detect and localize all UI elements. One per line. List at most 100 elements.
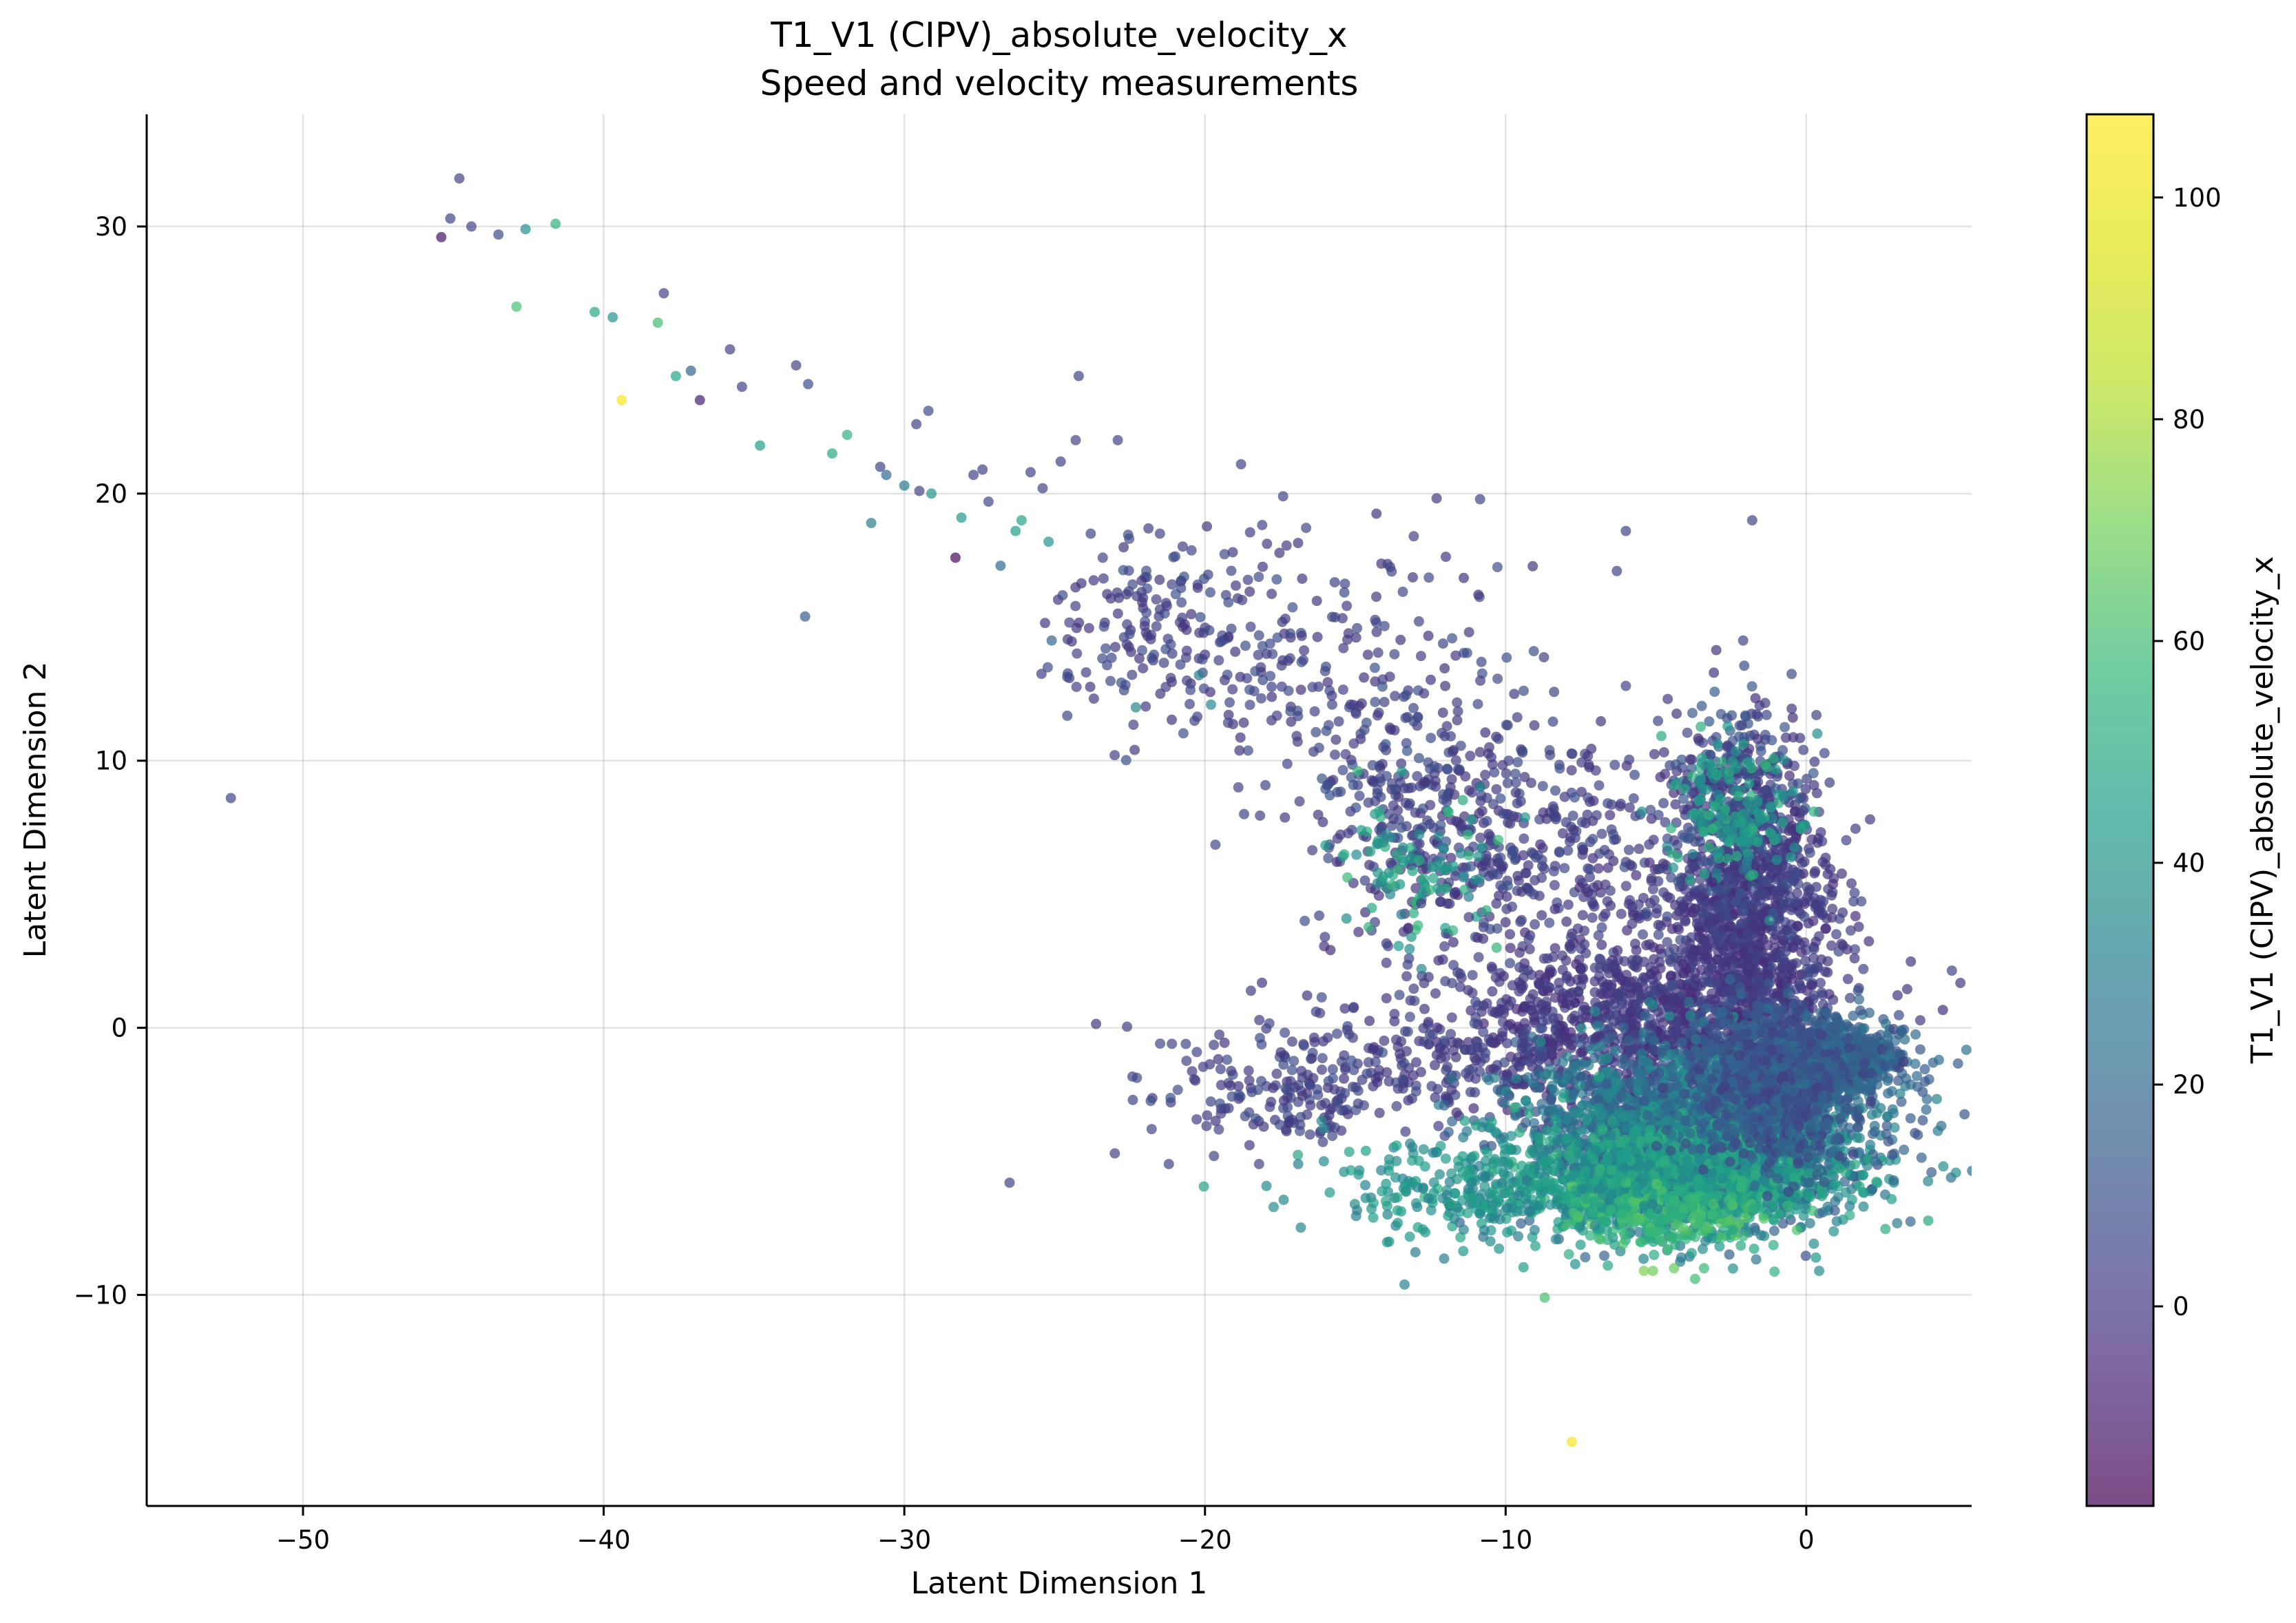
- scatter-point: [1704, 810, 1714, 820]
- scatter-point: [1278, 1060, 1288, 1070]
- scatter-point: [1280, 614, 1291, 624]
- scatter-point: [1350, 707, 1361, 718]
- scatter-point: [1293, 538, 1303, 548]
- scatter-point: [1559, 863, 1569, 873]
- scatter-point: [1653, 715, 1663, 726]
- scatter-point: [1450, 651, 1461, 661]
- scatter-point: [1385, 722, 1395, 733]
- scatter-point: [1554, 985, 1565, 995]
- scatter-point: [1534, 979, 1545, 989]
- scatter-point: [1537, 861, 1547, 871]
- scatter-point: [1064, 618, 1074, 628]
- scatter-point: [1141, 607, 1151, 618]
- scatter-point: [1587, 834, 1598, 844]
- scatter-point: [1325, 1104, 1335, 1115]
- scatter-point: [1377, 682, 1388, 692]
- scatter-point: [1788, 786, 1798, 797]
- scatter-point: [1244, 1076, 1255, 1086]
- scatter-point: [1434, 830, 1444, 841]
- scatter-point: [1769, 934, 1780, 944]
- scatter-point: [1282, 759, 1293, 769]
- scatter-point: [1266, 692, 1277, 702]
- scatter-point: [1563, 899, 1574, 910]
- scatter-point: [1629, 770, 1640, 780]
- scatter-point: [1405, 798, 1415, 808]
- scatter-point: [1408, 983, 1419, 994]
- scatter-point: [1511, 787, 1521, 797]
- scatter-point: [1616, 998, 1627, 1009]
- scatter-point: [1628, 910, 1638, 920]
- scatter-point: [1340, 1064, 1350, 1074]
- scatter-point: [1514, 986, 1524, 996]
- scatter-point: [1244, 1140, 1255, 1151]
- scatter-point: [1713, 899, 1724, 909]
- scatter-point: [1536, 872, 1547, 883]
- scatter-point: [1339, 587, 1350, 598]
- scatter-point: [1339, 1050, 1349, 1060]
- scatter-point: [1240, 640, 1251, 651]
- scatter-point: [1691, 956, 1701, 966]
- scatter-point: [1165, 1093, 1176, 1103]
- scatter-point: [1257, 675, 1268, 685]
- scatter-point: [1480, 727, 1490, 737]
- scatter-point: [1485, 924, 1495, 934]
- scatter-point: [1223, 718, 1233, 728]
- scatter-point: [1755, 815, 1766, 826]
- scatter-point: [1687, 708, 1698, 718]
- scatter-point: [1589, 796, 1599, 806]
- scatter-point: [1398, 587, 1408, 597]
- scatter-point: [1199, 574, 1209, 584]
- scatter-point: [1470, 1018, 1480, 1029]
- scatter-point: [1850, 953, 1860, 963]
- scatter-point: [1167, 649, 1178, 659]
- scatter-point: [1565, 988, 1576, 998]
- scatter-point: [1666, 823, 1676, 833]
- scatter-point: [1323, 677, 1333, 687]
- scatter-point: [1536, 910, 1547, 921]
- scatter-point: [1244, 684, 1255, 695]
- scatter-point: [1622, 925, 1632, 936]
- scatter-point: [1538, 652, 1549, 662]
- scatter-point: [1371, 618, 1381, 628]
- scatter-point: [1368, 1081, 1378, 1091]
- scatter-point: [1428, 1029, 1438, 1040]
- scatter-point: [1124, 642, 1134, 652]
- scatter-point: [1342, 872, 1353, 883]
- scatter-point: [1288, 1056, 1299, 1066]
- scatter-point: [1772, 855, 1782, 865]
- scatter-point: [1751, 693, 1761, 704]
- scatter-point: [1458, 872, 1468, 883]
- scatter-point: [1063, 634, 1073, 645]
- scatter-point: [1810, 936, 1821, 947]
- scatter-point: [1413, 921, 1423, 931]
- scatter-point: [1746, 790, 1757, 800]
- scatter-point: [1561, 917, 1572, 927]
- scatter-point: [1112, 587, 1123, 598]
- scatter-point: [1507, 846, 1518, 857]
- scatter-point: [1802, 892, 1813, 903]
- scatter-point: [1653, 930, 1664, 940]
- scatter-point: [1695, 776, 1705, 786]
- scatter-point: [1834, 946, 1844, 956]
- scatter-point: [1744, 969, 1754, 979]
- scatter-point: [1364, 1057, 1374, 1067]
- scatter-point: [1154, 575, 1165, 585]
- scatter-point: [1286, 717, 1296, 727]
- scatter-point: [1253, 572, 1264, 582]
- scatter-point: [1739, 660, 1749, 671]
- scatter-point: [1438, 708, 1448, 718]
- scatter-point: [1245, 700, 1255, 710]
- scatter-point: [1452, 1107, 1462, 1118]
- scatter-point: [1317, 817, 1328, 827]
- scatter-point: [1245, 527, 1255, 538]
- scatter-point: [1579, 1002, 1589, 1012]
- scatter-point: [1476, 842, 1487, 852]
- scatter-point: [1441, 883, 1451, 894]
- scatter-point: [1098, 574, 1109, 584]
- scatter-point: [1587, 912, 1598, 923]
- scatter-point: [1368, 1044, 1378, 1054]
- scatter-point: [1658, 798, 1669, 808]
- scatter-point: [1124, 565, 1134, 576]
- scatter-point: [1811, 710, 1822, 720]
- scatter-point: [1474, 851, 1484, 861]
